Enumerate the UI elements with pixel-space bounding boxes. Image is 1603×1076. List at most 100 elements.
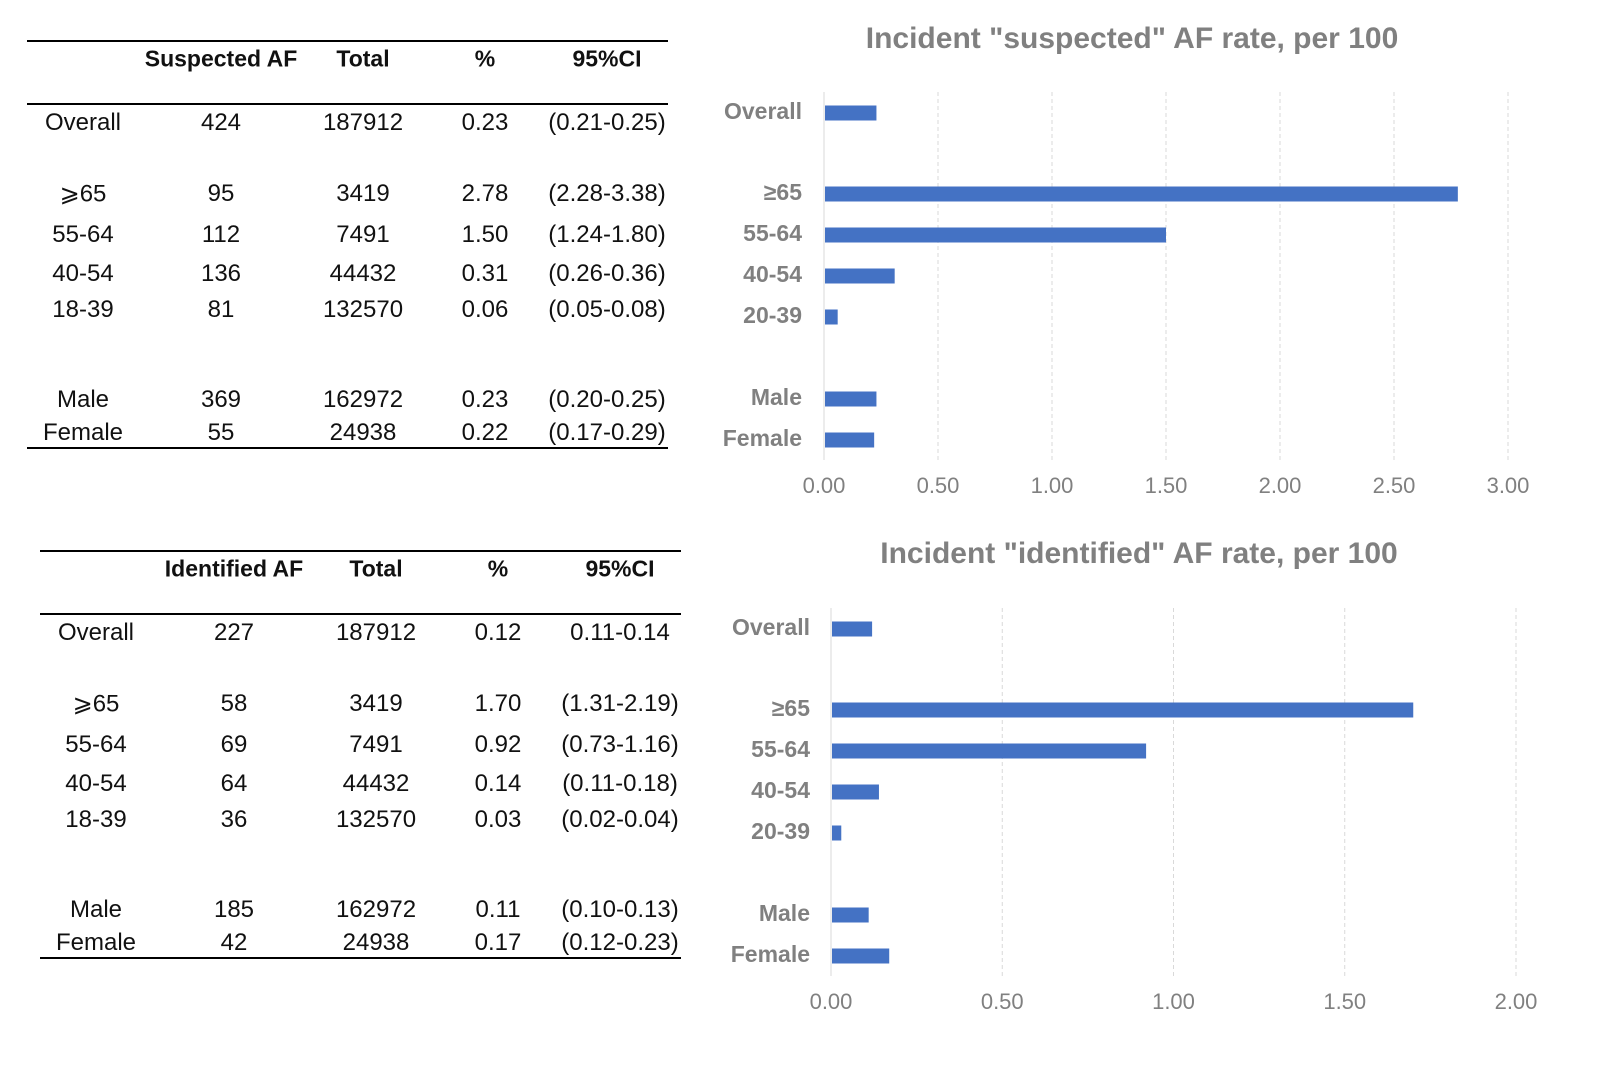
cell-age-55-64-count: 69 bbox=[220, 731, 248, 758]
column-header-total: Total bbox=[336, 45, 390, 72]
cell-age-18-39-count: 81 bbox=[207, 296, 235, 323]
cell-age-40-54-count: 64 bbox=[220, 770, 248, 797]
cell-age-18-39-ci: (0.02-0.04) bbox=[561, 806, 679, 833]
table-top-rule bbox=[40, 550, 681, 552]
cell-age-55-64-percent: 0.92 bbox=[474, 731, 522, 758]
cell-male-total: 162972 bbox=[335, 896, 417, 923]
category-label: 55-64 bbox=[751, 736, 810, 762]
cell-age-65-plus-count: 58 bbox=[220, 690, 248, 717]
cell-age-40-54-ci: (0.11-0.18) bbox=[562, 770, 678, 797]
cell-female-total: 24938 bbox=[329, 419, 397, 446]
chart-title: Incident "suspected" AF rate, per 100 bbox=[865, 22, 1399, 55]
category-label: ≥65 bbox=[772, 695, 810, 721]
bar-age-18-39 bbox=[825, 309, 838, 325]
cell-male-label: Male bbox=[69, 896, 123, 923]
bar-age-55-64 bbox=[825, 227, 1166, 243]
table-header-rule bbox=[40, 613, 681, 615]
cell-female-count: 55 bbox=[207, 419, 235, 446]
column-header-percent: % bbox=[487, 555, 509, 582]
cell-male-total: 162972 bbox=[322, 386, 404, 413]
cell-female-ci: (0.12-0.23) bbox=[561, 929, 679, 956]
cell-overall-count: 227 bbox=[213, 619, 255, 646]
cell-age-65-plus-ci: (2.28-3.38) bbox=[548, 180, 666, 207]
category-label: 40-54 bbox=[751, 777, 810, 803]
cell-male-ci: (0.10-0.13) bbox=[561, 896, 679, 923]
cell-overall-count: 424 bbox=[200, 109, 242, 136]
cell-age-55-64-percent: 1.50 bbox=[461, 221, 509, 248]
cell-male-count: 185 bbox=[213, 896, 255, 923]
x-tick-label: 1.00 bbox=[1031, 473, 1074, 498]
bar-overall bbox=[832, 621, 873, 637]
bar-age-40-54 bbox=[825, 268, 895, 284]
bar-female bbox=[825, 432, 875, 448]
x-tick-label: 0.00 bbox=[810, 989, 853, 1014]
cell-age-18-39-label: 18-39 bbox=[65, 806, 127, 833]
bar-male bbox=[832, 907, 869, 923]
cell-female-percent: 0.22 bbox=[461, 419, 509, 446]
cell-age-55-64-ci: (1.24-1.80) bbox=[548, 221, 666, 248]
cell-age-65-plus-percent: 2.78 bbox=[461, 180, 509, 207]
x-tick-label: 1.50 bbox=[1323, 989, 1366, 1014]
category-label: Male bbox=[759, 900, 810, 926]
cell-age-18-39-ci: (0.05-0.08) bbox=[548, 296, 666, 323]
bar-age-65-plus bbox=[832, 702, 1414, 718]
cell-age-65-plus-count: 95 bbox=[207, 180, 235, 207]
x-tick-label: 0.50 bbox=[981, 989, 1024, 1014]
bar-age-40-54 bbox=[832, 784, 879, 800]
category-label: ≥65 bbox=[764, 179, 802, 205]
cell-age-40-54-count: 136 bbox=[200, 260, 242, 287]
cell-age-55-64-label: 55-64 bbox=[65, 731, 127, 758]
category-label: Female bbox=[723, 425, 802, 451]
category-label: 20-39 bbox=[743, 302, 802, 328]
chart-plot: 0.00 0.50 1.00 1.50 2.00 Overall ≥65 55-64 40-54… bbox=[731, 608, 1538, 1014]
cell-age-18-39-percent: 0.06 bbox=[461, 296, 509, 323]
column-header-ci: 95%CI bbox=[572, 45, 642, 72]
suspected-af-table: Suspected AF Total% 95%CI Overall 424 187912 0… bbox=[0, 0, 700, 480]
cell-age-55-64-label: 55-64 bbox=[52, 221, 114, 248]
cell-overall-label: Overall bbox=[44, 109, 122, 136]
cell-age-18-39-percent: 0.03 bbox=[474, 806, 522, 833]
cell-age-65-plus-label: ⩾65 bbox=[59, 180, 107, 208]
cell-female-label: Female bbox=[42, 419, 124, 446]
cell-male-count: 369 bbox=[200, 386, 242, 413]
cell-overall-total: 187912 bbox=[322, 109, 404, 136]
x-tick-label: 2.00 bbox=[1495, 989, 1538, 1014]
cell-male-percent: 0.23 bbox=[461, 386, 509, 413]
cell-age-65-plus-total: 3419 bbox=[349, 690, 403, 717]
cell-male-ci: (0.20-0.25) bbox=[548, 386, 666, 413]
bar-female bbox=[832, 948, 890, 964]
category-label: Female bbox=[731, 941, 810, 967]
x-tick-label: 1.00 bbox=[1152, 989, 1195, 1014]
cell-overall-ci: (0.21-0.25) bbox=[548, 109, 666, 136]
cell-overall-ci: 0.11-0.14 bbox=[570, 619, 670, 646]
cell-female-total: 24938 bbox=[342, 929, 410, 956]
cell-age-18-39-label: 18-39 bbox=[52, 296, 114, 323]
column-header-percent: % bbox=[474, 45, 496, 72]
identified-af-table: Identified AF Total% 95%CI Overall 227 187912… bbox=[0, 0, 700, 1076]
table-bottom-rule bbox=[40, 957, 681, 959]
x-tick-label: 0.50 bbox=[917, 473, 960, 498]
bar-age-65-plus bbox=[825, 186, 1458, 202]
cell-overall-percent: 0.23 bbox=[461, 109, 509, 136]
table-bottom-rule bbox=[27, 447, 668, 449]
cell-age-18-39-count: 36 bbox=[220, 806, 248, 833]
cell-female-label: Female bbox=[55, 929, 137, 956]
identified-af-rate-chart: Incident "identified" AF rate, per 100 0.… bbox=[700, 0, 1603, 1076]
category-label: 40-54 bbox=[743, 261, 802, 287]
cell-female-ci: (0.17-0.29) bbox=[548, 419, 666, 446]
cell-age-40-54-percent: 0.14 bbox=[474, 770, 522, 797]
category-label: Overall bbox=[732, 614, 810, 640]
suspected-af-rate-chart: Incident "suspected" AF rate, per 100 0.0… bbox=[700, 0, 1603, 520]
cell-age-55-64-total: 7491 bbox=[336, 221, 390, 248]
cell-age-18-39-total: 132570 bbox=[322, 296, 404, 323]
x-tick-label: 2.50 bbox=[1373, 473, 1416, 498]
bar-overall bbox=[825, 105, 877, 121]
column-header-count: Suspected AF bbox=[144, 45, 298, 72]
chart-title: Incident "identified" AF rate, per 100 bbox=[880, 537, 1398, 570]
cell-age-65-plus-total: 3419 bbox=[336, 180, 390, 207]
cell-overall-label: Overall bbox=[57, 619, 135, 646]
cell-age-40-54-label: 40-54 bbox=[52, 260, 114, 287]
cell-age-40-54-ci: (0.26-0.36) bbox=[548, 260, 666, 287]
bar-age-18-39 bbox=[832, 825, 842, 841]
cell-age-18-39-total: 132570 bbox=[335, 806, 417, 833]
